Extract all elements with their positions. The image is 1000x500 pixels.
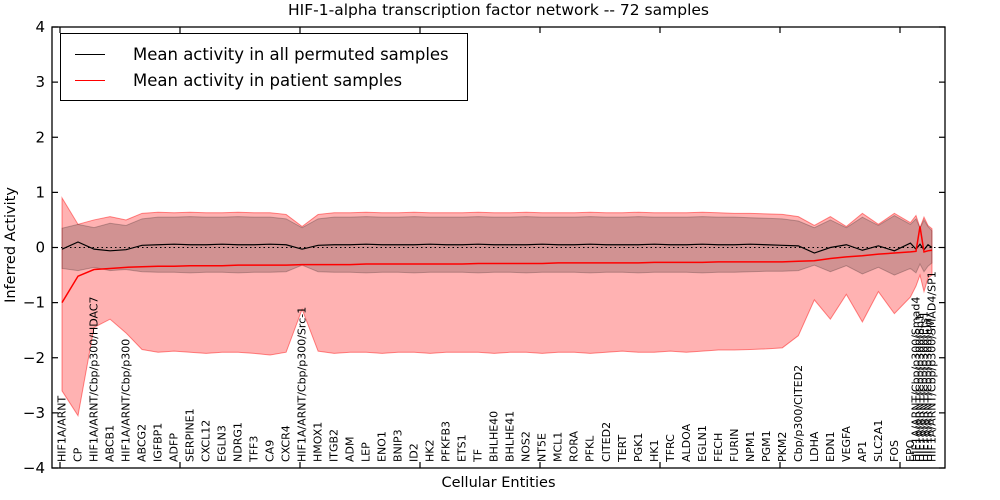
x-entity-label: ALDOA [680,423,693,462]
x-entity-label: PGK1 [632,433,645,462]
y-axis-label: Inferred Activity [3,187,19,303]
x-entity-label: NDRG1 [232,422,245,462]
x-entity-label: PFKFB3 [440,421,453,462]
x-entity-label: NPM1 [744,431,757,462]
x-entity-label: BNIP3 [392,429,405,462]
x-entity-label: EGLN1 [696,425,709,462]
x-entity-label: ID2 [408,443,421,462]
x-entity-label: TERT [616,434,629,463]
x-entity-label: SLC2A1 [872,420,885,462]
x-entity-label: ITGB2 [328,429,341,462]
legend-label-permuted: Mean activity in all permuted samples [133,44,449,64]
x-entity-label: PGM1 [760,430,773,462]
y-tick-label: −2 [23,349,45,367]
y-tick-label: −1 [23,294,45,312]
x-entity-label: HIF1A/ARNT/Cbp/p300/Jun [921,318,934,462]
x-entity-label: ABCG2 [136,424,149,462]
y-tick-label: 4 [35,18,45,36]
x-entity-label: LDHA [808,431,821,462]
y-tick-label: 3 [35,73,45,91]
x-entity-label: HIF1A/ARNT/Cbp/p300/HDAC7 [88,297,101,463]
x-entity-label: AP1 [856,441,869,462]
x-entity-label: SERPINE1 [184,408,197,462]
x-entity-label: Cbp/p300/CITED2 [792,365,805,462]
x-entity-label: RORA [568,431,581,462]
x-entity-label: FURIN [728,429,741,463]
x-entity-label: HMOX1 [312,422,325,462]
x-entity-label: FOS [888,440,901,462]
permuted-mean-line [61,241,933,254]
legend-entry-patient: Mean activity in patient samples [75,67,449,93]
x-entity-label: HIF1A/ARNT/Cbp/p300/Sp1 [913,314,926,462]
x-entity-label: ABCB1 [104,425,117,462]
x-entity-label: LEP [360,442,373,462]
x-entity-label: IGFBP1 [152,423,165,462]
x-entity-label: HIF1A/ARNT/Cbp/p300/Src-1 [296,307,309,462]
x-entity-label: HIF1A/ARNT [56,396,69,462]
x-entity-label: HIF1A/ARNT/Cbp/p300/SMAD4/SP1 [926,271,939,462]
x-entity-label: HK2 [424,440,437,462]
x-entity-label: MCL1 [552,432,565,462]
x-entity-label: ADFP [168,433,181,462]
x-entity-label: TF [472,449,485,463]
x-entity-label: EDN1 [824,431,837,462]
x-axis-label: Cellular Entities [441,475,556,491]
y-tick-label: 1 [35,183,45,201]
x-entity-label: PKM2 [776,432,789,462]
x-entity-label: HIF1A/ARNT/Cbp/p300/Smad4 [909,297,922,462]
x-entity-label: TFF3 [248,436,261,463]
x-entity-label: NT5E [536,433,549,462]
chart-title: HIF-1-alpha transcription factor network… [288,1,709,19]
x-entity-label: BHLHE41 [504,411,517,462]
legend-line-patient-icon [75,79,105,81]
patient-mean-line [61,226,933,304]
x-entity-label: CXCL12 [200,420,213,462]
x-entity-label: CXCR4 [280,425,293,462]
x-entity-label: PFKL [584,435,597,462]
x-entity-label: CITED2 [600,422,613,462]
legend-label-patient: Mean activity in patient samples [133,70,403,90]
y-tick-label: −3 [23,404,45,422]
x-entity-label: ETS1 [456,434,469,462]
x-entity-label: VEGFA [840,426,853,462]
y-tick-label: −4 [23,459,45,477]
x-entity-label: HIF1A/ARNT/Cbp/p300 [120,339,133,462]
x-entity-label: FECH [712,433,725,462]
legend-line-permuted-icon [75,53,105,55]
x-entity-label: HK1 [648,440,661,462]
patient-std-band [61,196,933,417]
x-entity-label: EGLN3 [216,425,229,462]
y-tick-label: 2 [35,128,45,146]
legend-box: Mean activity in all permuted samples Me… [60,33,468,101]
legend-entry-permuted: Mean activity in all permuted samples [75,41,449,67]
x-entity-label: ADM [344,437,357,463]
x-entity-label: ENO1 [376,431,389,462]
x-entity-label: HIF1A/ARNT/Cbp/p300/Ets1 [917,311,930,462]
y-tick-label: 0 [35,239,45,257]
x-entity-label: EPO [904,439,917,462]
x-entity-label: CP [72,447,85,462]
x-entity-label: TFRC [664,434,677,463]
x-entity-label: BHLHE40 [488,411,501,462]
x-entity-label: CA9 [264,440,277,462]
x-entity-label: NOS2 [520,431,533,462]
